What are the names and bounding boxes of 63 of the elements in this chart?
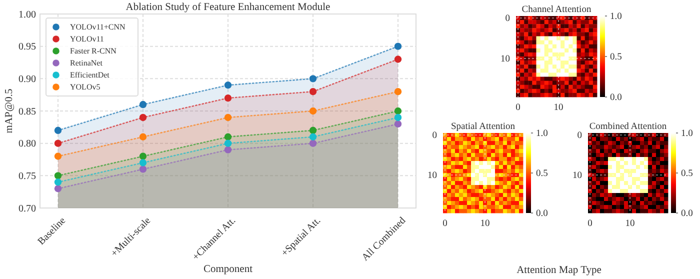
point bbox=[394, 107, 402, 115]
point bbox=[394, 120, 402, 128]
point bbox=[309, 88, 317, 96]
point bbox=[139, 159, 147, 166]
point bbox=[139, 133, 147, 140]
point bbox=[309, 75, 317, 82]
point bbox=[394, 56, 402, 63]
y-tick-label: 1.00 bbox=[18, 9, 36, 20]
color-bar-label: 1.0 bbox=[536, 129, 548, 140]
chart-title: Ablation Study of Feature Enhancement Module bbox=[126, 2, 331, 13]
chart-title: Spatial Attention bbox=[450, 122, 516, 132]
y-tick-label: 0.85 bbox=[18, 106, 36, 118]
y-tick-label: 0.80 bbox=[18, 138, 36, 150]
legend-label: EfficientDet bbox=[70, 70, 110, 80]
y-tick-label: 0.70 bbox=[18, 203, 36, 214]
color-bar-label: 0.0 bbox=[610, 93, 622, 104]
legend-label: YOLOv5 bbox=[70, 82, 100, 92]
point bbox=[309, 140, 317, 147]
point bbox=[394, 114, 402, 122]
point bbox=[394, 42, 402, 50]
color-bar-label: 0.5 bbox=[610, 52, 622, 63]
point bbox=[54, 185, 62, 192]
y-tick-label: 0.90 bbox=[18, 74, 36, 85]
color-bar-label: 0.5 bbox=[681, 169, 694, 180]
point bbox=[54, 172, 62, 180]
chart-title: Combined Attention bbox=[589, 122, 667, 132]
point bbox=[394, 88, 402, 96]
point bbox=[139, 114, 147, 122]
point bbox=[224, 114, 232, 122]
legend-label: RetinaNet bbox=[70, 58, 104, 68]
x-axis-title: Component bbox=[204, 264, 253, 275]
point bbox=[54, 178, 62, 186]
color-bar-label: 1.0 bbox=[610, 12, 622, 22]
x-tick-label: 0 bbox=[442, 219, 448, 229]
point bbox=[224, 133, 232, 140]
point bbox=[139, 152, 147, 160]
point bbox=[224, 140, 232, 147]
x-tick-label: 10 bbox=[625, 219, 635, 229]
point bbox=[224, 82, 232, 89]
point bbox=[309, 126, 317, 134]
y-tick-label: 0.95 bbox=[18, 42, 36, 53]
point bbox=[309, 133, 317, 140]
text: Attention Map Type bbox=[516, 265, 602, 276]
color-bar-label: 1.0 bbox=[681, 129, 694, 140]
color-bar-label: 0.0 bbox=[536, 209, 548, 220]
point bbox=[54, 140, 62, 147]
chart-title: Channel Attention bbox=[522, 5, 592, 15]
y-tick-label: 0.75 bbox=[18, 170, 36, 182]
legend-label: YOLOv11 bbox=[70, 34, 104, 44]
color-bar-label: 0.0 bbox=[681, 209, 694, 220]
point bbox=[309, 107, 317, 115]
point bbox=[224, 146, 232, 154]
point bbox=[54, 152, 62, 160]
point bbox=[139, 100, 147, 108]
legend-label: Faster R-CNN bbox=[70, 46, 117, 56]
point bbox=[139, 166, 147, 173]
point bbox=[224, 94, 232, 102]
x-tick-label: 0 bbox=[588, 219, 593, 229]
x-tick-label: 10 bbox=[480, 219, 490, 229]
legend-label: YOLOv11+CNN bbox=[70, 22, 126, 32]
y-axis-title: mAP@0.5 bbox=[4, 88, 15, 134]
point bbox=[54, 126, 62, 134]
color-bar-label: 0.5 bbox=[536, 169, 548, 180]
